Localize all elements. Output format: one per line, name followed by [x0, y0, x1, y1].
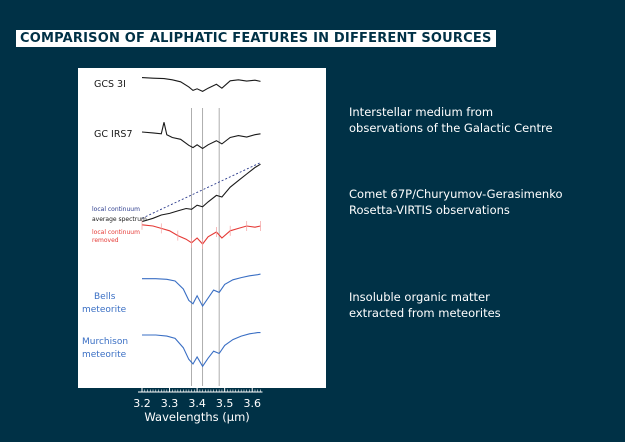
iom-description-line-1: Insoluble organic matter: [349, 290, 490, 304]
label-gcs-3i: GCS 3I: [94, 79, 126, 90]
ism-description-line-2: observations of the Galactic Centre: [349, 121, 553, 135]
label-murchison-line-1: Murchison: [82, 337, 128, 347]
label-bells-line-1: Bells: [94, 292, 116, 302]
ism-description-line-1: Interstellar medium from: [349, 105, 494, 119]
series-gcs-3i: [141, 77, 261, 93]
x-tick-label-3-6: 3.6: [243, 397, 261, 410]
iom-description-line-2: extracted from meteorites: [349, 306, 501, 320]
series-gc-irs7: [141, 122, 261, 150]
label-bells-line-2: meteorite: [82, 305, 127, 315]
label-murchison-line-2: meteorite: [82, 350, 127, 360]
comet-description-line-2: Rosetta-VIRTIS observations: [349, 203, 510, 217]
label-removed-line-2: removed: [92, 237, 119, 244]
spectra-plot-panel: GCS 3I GC IRS7 local continuum average spec…: [78, 68, 326, 388]
ism-description: Interstellar medium from observations of…: [349, 104, 553, 136]
iom-description: Insoluble organic matter extracted from …: [349, 289, 501, 321]
x-tick-label-3-2: 3.2: [133, 397, 151, 410]
series-local-continuum: [141, 162, 261, 219]
comet-description-line-1: Comet 67P/Churyumov-Gerasimenko: [349, 187, 563, 201]
series-local-continuum-removed: [141, 224, 261, 245]
spectra-chart: GCS 3I GC IRS7 local continuum average spec…: [82, 77, 261, 386]
x-axis-label: Wavelengths (μm): [144, 410, 249, 424]
x-tick-label-3-3: 3.3: [161, 397, 179, 410]
label-gc-irs7: GC IRS7: [94, 129, 133, 140]
series-average-spectrum: [141, 163, 261, 223]
label-average-spectrum: average spectrum: [92, 216, 147, 223]
series-murchison-meteorite: [142, 332, 261, 368]
label-removed-line-1: local continuum: [92, 229, 140, 236]
x-tick-label-3-5: 3.5: [216, 397, 234, 410]
page-title: COMPARISON OF ALIPHATIC FEATURES IN DIFF…: [16, 30, 496, 47]
series-bells-meteorite: [142, 273, 261, 308]
label-local-continuum: local continuum: [92, 206, 140, 213]
comet-description: Comet 67P/Churyumov-Gerasimenko Rosetta-…: [349, 186, 563, 218]
x-tick-label-3-4: 3.4: [188, 397, 206, 410]
